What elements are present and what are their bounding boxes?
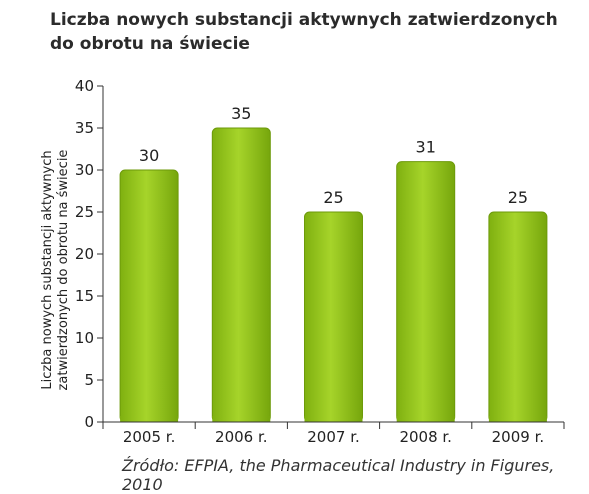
- bar-2006: [211, 127, 271, 423]
- y-tick-label: 10: [75, 329, 94, 347]
- bar-2005: [119, 169, 179, 423]
- y-tick-label: 35: [75, 119, 94, 137]
- y-tick-label: 20: [75, 245, 94, 263]
- x-tick-label: 2005 r.: [123, 428, 176, 446]
- x-tick-label: 2009 r.: [492, 428, 545, 446]
- x-tick-label: 2007 r.: [307, 428, 360, 446]
- y-tick-label: 30: [75, 161, 94, 179]
- bar-base: [396, 416, 455, 422]
- y-tick-label: 0: [84, 413, 94, 431]
- bar-base: [120, 416, 179, 422]
- data-label: 25: [323, 188, 343, 207]
- bar-2009: [488, 211, 548, 423]
- chart-title: Liczba nowych substancji aktywnych zatwi…: [50, 10, 558, 54]
- data-label: 35: [231, 104, 251, 123]
- bar-2007: [304, 211, 363, 423]
- bar-base: [304, 416, 363, 422]
- y-tick-label: 5: [84, 371, 94, 389]
- x-tick-label: 2008 r.: [399, 428, 452, 446]
- y-tick-label: 25: [75, 203, 94, 221]
- x-tick-label: 2006 r.: [215, 428, 268, 446]
- data-label: 31: [416, 138, 436, 157]
- bar-2008: [396, 161, 456, 423]
- bar-base: [212, 416, 271, 422]
- source-note: Źródło: EFPIA, the Pharmaceutical Indust…: [122, 456, 555, 494]
- data-label: 30: [139, 146, 159, 165]
- data-label: 25: [508, 188, 528, 207]
- y-tick-label: 15: [75, 287, 94, 305]
- bar-base: [488, 416, 547, 422]
- y-tick-label: 40: [75, 77, 94, 95]
